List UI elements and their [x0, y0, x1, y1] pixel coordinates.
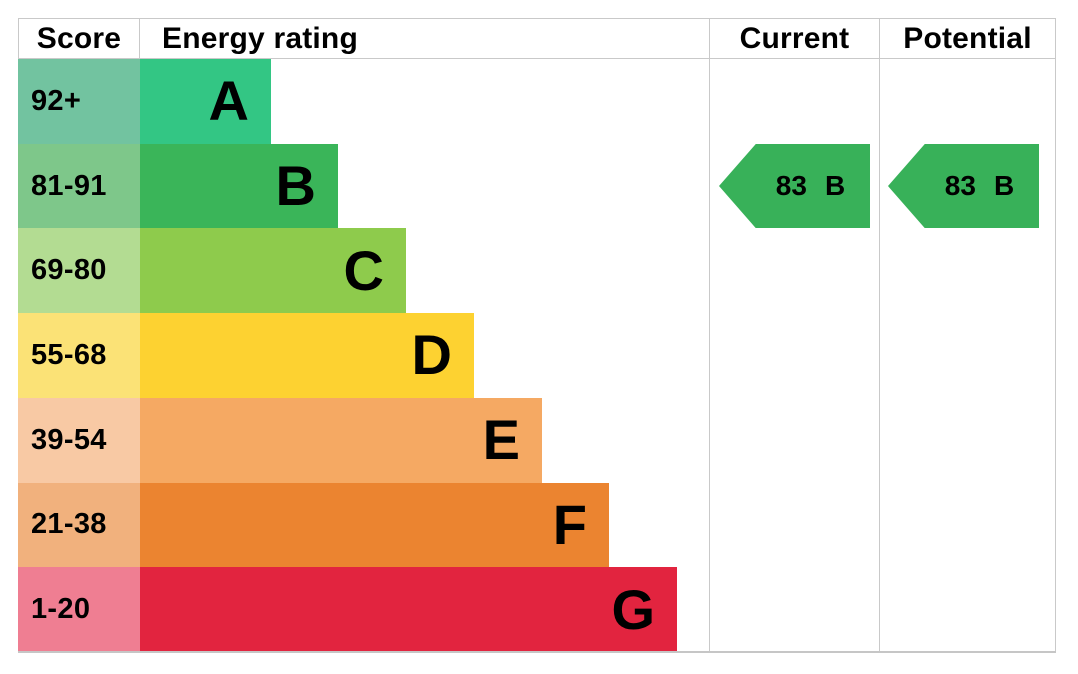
- band-letter-d: D: [411, 323, 452, 387]
- current-rating-arrow: 83 B: [719, 143, 870, 229]
- current-potential-divider: [879, 18, 880, 653]
- potential-band-letter: B: [993, 170, 1015, 202]
- potential-rating-arrow: 83 B: [888, 143, 1039, 229]
- potential-score-value: 83: [944, 170, 976, 202]
- band-bar-e: E: [140, 397, 542, 483]
- band-letter-g: G: [611, 577, 655, 641]
- current-column-header: Current: [709, 18, 880, 59]
- potential-column-header: Potential: [879, 18, 1056, 59]
- score-range-label-c: 69-80: [18, 228, 140, 314]
- current-column-left-divider: [709, 18, 710, 653]
- band-bar-f: F: [140, 482, 609, 568]
- score-range-label-e: 39-54: [18, 397, 140, 483]
- band-letter-c: C: [343, 238, 384, 302]
- band-bar-b: B: [140, 143, 338, 229]
- band-bar-g: G: [140, 567, 677, 652]
- band-letter-e: E: [482, 408, 520, 472]
- score-column-header: Score: [18, 18, 140, 59]
- current-score-value: 83: [775, 170, 807, 202]
- current-band-letter: B: [824, 170, 846, 202]
- score-range-label-f: 21-38: [18, 482, 140, 568]
- band-bar-a: A: [140, 59, 271, 144]
- table-right-border: [1055, 18, 1056, 653]
- score-range-label-a: 92+: [18, 59, 140, 144]
- score-range-label-g: 1-20: [18, 567, 140, 652]
- band-bar-d: D: [140, 313, 474, 398]
- score-range-label-b: 81-91: [18, 143, 140, 229]
- score-range-label-d: 55-68: [18, 313, 140, 398]
- band-letter-a: A: [208, 69, 249, 133]
- band-letter-f: F: [552, 492, 587, 556]
- band-bar-c: C: [140, 228, 406, 314]
- chart-bottom-rule: [18, 651, 1056, 653]
- energy-rating-column-header: Energy rating: [139, 18, 710, 59]
- band-letter-b: B: [275, 154, 316, 218]
